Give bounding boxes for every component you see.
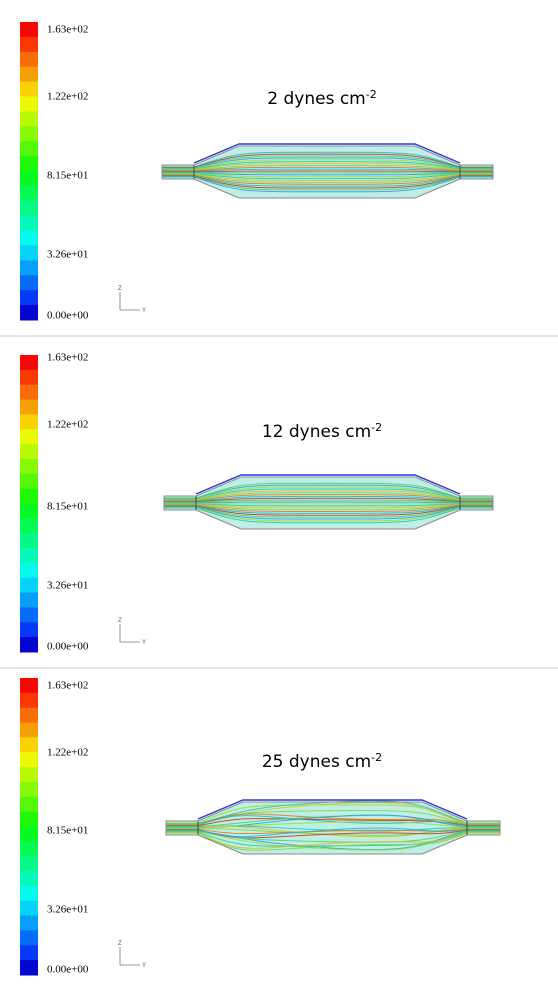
panel: 1.63e+02 1.22e+02 8.15e+01 3.26e+01 0.00e+00… [20,678,500,976]
colorbar-band [20,960,38,975]
colorbar-band [20,708,38,723]
colorbar-band [20,930,38,945]
colorbar-band [20,607,38,622]
colorbar-label: 1.22e+02 [47,91,88,103]
title-text: 2 dynes cm [267,89,365,109]
colorbar-band [20,827,38,842]
colorbar-band [20,171,38,186]
colorbar-label: 0.00e+00 [47,964,89,976]
colorbar-band [20,752,38,767]
colorbar-band [20,414,38,429]
colorbar-band [20,593,38,608]
colorbar-band [20,156,38,171]
colorbar-band [20,886,38,901]
colorbar-label: 1.63e+02 [47,680,88,692]
colorbar-band [20,504,38,519]
colorbar-band [20,812,38,827]
colorbar-label: 3.26e+01 [47,249,88,261]
title-superscript: -2 [366,88,377,101]
title-superscript: -2 [371,751,382,764]
colorbar-label: 1.63e+02 [47,24,88,36]
colorbar-band [20,97,38,112]
panel-title: 25 dynes cm-2 [262,751,382,773]
colorbar-band [20,126,38,141]
colorbar-band [20,260,38,275]
colorbar-band [20,52,38,67]
title-text: 12 dynes cm [262,422,371,442]
panel-title: 2 dynes cm-2 [267,88,376,110]
axis-label: Z [118,941,122,947]
colorbar-band [20,186,38,201]
colorbar-band [20,444,38,459]
colorbar-band [20,275,38,290]
colorbar-band [20,385,38,400]
colorbar-band [20,797,38,812]
colorbar-band [20,37,38,52]
colorbar-label: 1.22e+02 [47,419,88,431]
colorbar-label: 8.15e+01 [47,170,88,182]
colorbar-band [20,518,38,533]
colorbar-band [20,871,38,886]
colorbar-label: 0.00e+00 [47,310,89,322]
axis-label: Y [142,963,146,969]
colorbar-label: 1.63e+02 [47,352,88,364]
colorbar-band [20,622,38,637]
colorbar-band [20,216,38,231]
title-text: 25 dynes cm [262,752,371,772]
axis-label: Z [118,618,122,624]
colorbar-label: 8.15e+01 [47,825,88,837]
colorbar-band [20,767,38,782]
colorbar-band [20,22,38,37]
colorbar-band [20,231,38,246]
colorbar-band [20,841,38,856]
colorbar-band [20,856,38,871]
colorbar-label: 8.15e+01 [47,501,88,513]
colorbar-band [20,723,38,738]
colorbar-band [20,290,38,305]
colorbar-band [20,400,38,415]
colorbar-band [20,916,38,931]
axis-label: Z [118,286,122,292]
colorbar-band [20,474,38,489]
colorbar-band [20,533,38,548]
colorbar-band [20,782,38,797]
panel: 1.63e+02 1.22e+02 8.15e+01 3.26e+01 0.00e+00… [20,352,493,653]
colorbar-label: 0.00e+00 [47,641,89,653]
colorbar-band [20,201,38,216]
colorbar-band [20,370,38,385]
panel-title: 12 dynes cm-2 [262,421,382,443]
colorbar-band [20,548,38,563]
colorbar-band [20,563,38,578]
figure: 1.63e+02 1.22e+02 8.15e+01 3.26e+01 0.00e+00… [0,0,558,990]
panel: 1.63e+02 1.22e+02 8.15e+01 3.26e+01 0.00e+00… [20,22,493,322]
colorbar-band [20,678,38,693]
axis-label: Y [142,308,146,314]
colorbar-band [20,429,38,444]
colorbar-band [20,355,38,370]
colorbar-band [20,305,38,320]
colorbar-band [20,737,38,752]
colorbar-band [20,637,38,652]
axis-label: Y [142,640,146,646]
colorbar-band [20,82,38,97]
title-superscript: -2 [371,421,382,434]
colorbar-band [20,246,38,261]
colorbar-band [20,578,38,593]
colorbar-band [20,67,38,82]
colorbar-label: 3.26e+01 [47,580,88,592]
colorbar-band [20,459,38,474]
colorbar-band [20,111,38,126]
colorbar-label: 3.26e+01 [47,904,88,916]
colorbar-band [20,945,38,960]
colorbar-band [20,901,38,916]
colorbar-label: 1.22e+02 [47,747,88,759]
colorbar-band [20,693,38,708]
colorbar-band [20,489,38,504]
colorbar-band [20,141,38,156]
